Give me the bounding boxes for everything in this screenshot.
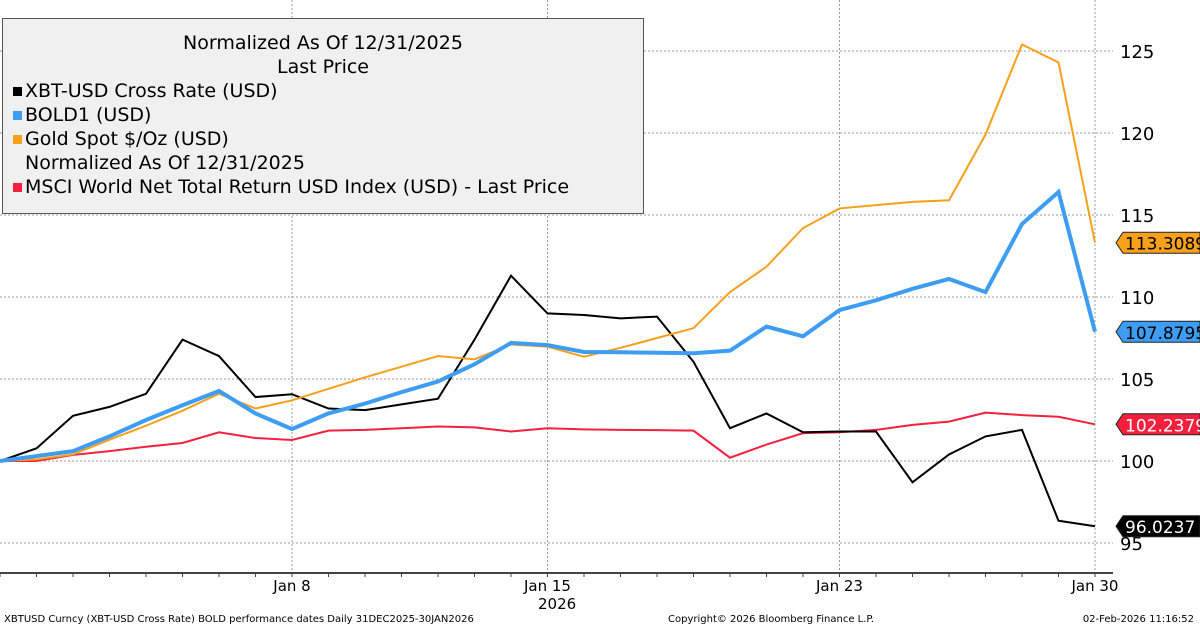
y-tick-label: 100 [1120, 452, 1154, 473]
x-tick-label: Jan 8 [272, 577, 310, 595]
legend-label: Gold Spot $/Oz (USD) [25, 128, 229, 150]
footer-source: XBTUSD Curncy (XBT-USD Cross Rate) BOLD … [4, 614, 474, 625]
y-tick-label: 125 [1120, 42, 1154, 63]
tag-value: 96.0237 [1125, 518, 1195, 538]
legend-swatch [13, 87, 22, 96]
legend-swatch [13, 111, 22, 120]
last-value-tag: 102.2379 [1115, 413, 1200, 436]
footer-timestamp: 02-Feb-2026 11:16:52 [1082, 614, 1194, 625]
last-value-tag: 96.0237 [1115, 515, 1200, 538]
y-tick-label: 120 [1120, 124, 1154, 145]
tag-shape [1115, 413, 1200, 436]
x-axis-year-label: 2026 [538, 595, 577, 613]
y-tick-label: 110 [1120, 288, 1154, 309]
legend-swatch [13, 135, 22, 144]
tag-value: 107.8795 [1125, 324, 1200, 344]
last-value-tag: 113.3089 [1115, 231, 1200, 255]
x-tick-label: Jan 15 [523, 577, 571, 595]
legend-label: XBT-USD Cross Rate (USD) [25, 80, 278, 102]
footer-copyright: Copyright© 2026 Bloomberg Finance L.P. [668, 614, 875, 625]
tag-shape [1115, 231, 1200, 254]
legend-label: BOLD1 (USD) [25, 104, 152, 126]
tag-shape [1115, 320, 1200, 343]
x-tick-label: Jan 23 [815, 577, 863, 595]
series-line [0, 188, 1097, 463]
last-value-tag: 107.8795 [1115, 320, 1200, 344]
legend-item-msci: MSCI World Net Total Return USD Index (U… [3, 175, 643, 199]
legend: Normalized As Of 12/31/2025 Last Price X… [2, 18, 644, 214]
legend-title: Normalized As Of 12/31/2025 [183, 32, 463, 54]
y-tick-label: 105 [1120, 370, 1154, 391]
axes: 95 100 105 110 115 120 125 Jan 8 Jan 15 Jan 23 Jan… [0, 42, 1154, 595]
y-tick-label: 115 [1120, 206, 1154, 227]
legend-swatch [13, 183, 22, 192]
legend-item-gold: Gold Spot $/Oz (USD) [3, 127, 643, 151]
last-value-tags: 96.0237 107.8795 113.3089 102.2379 [1115, 231, 1200, 538]
legend-item-bold1: BOLD1 (USD) [3, 103, 643, 127]
series-line [0, 411, 1096, 462]
legend-note: Normalized As Of 12/31/2025 [25, 152, 305, 174]
tag-value: 113.3089 [1125, 235, 1200, 255]
x-tick-label: Jan 30 [1071, 577, 1119, 595]
tag-shape [1115, 515, 1200, 538]
legend-label: MSCI World Net Total Return USD Index (U… [25, 176, 570, 198]
series-line [0, 274, 1096, 528]
legend-subtitle: Last Price [277, 56, 369, 78]
y-tick-label: 95 [1120, 534, 1143, 555]
legend-item-xbt: XBT-USD Cross Rate (USD) [3, 79, 643, 103]
series-lines [0, 43, 1097, 528]
tag-value: 102.2379 [1125, 416, 1200, 436]
